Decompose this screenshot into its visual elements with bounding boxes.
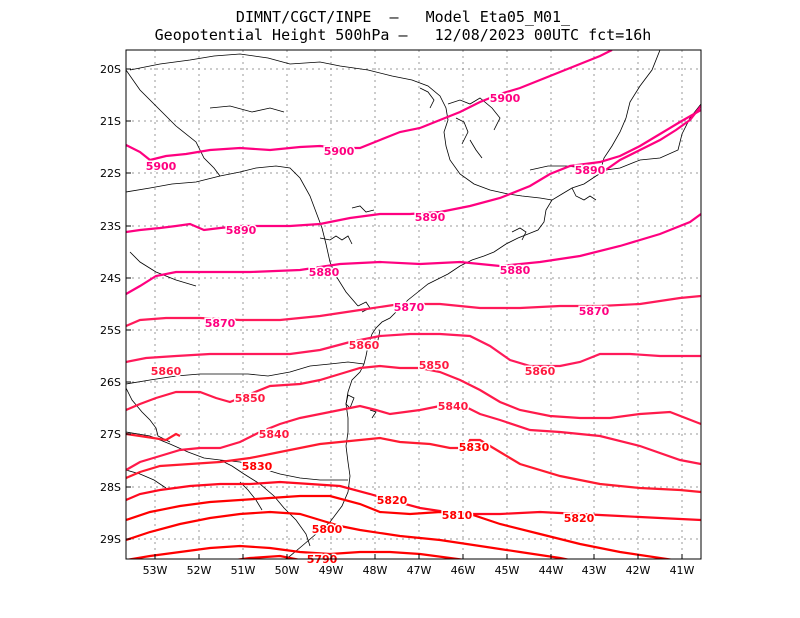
- graticule: [126, 50, 701, 559]
- contour-label-5870: 5870: [394, 301, 425, 314]
- contour-label-5830: 5830: [242, 460, 273, 473]
- border-argentina: [126, 387, 171, 443]
- lon-label: 53W: [143, 564, 168, 577]
- contour-label-5900: 5900: [146, 160, 177, 173]
- coastline: [284, 103, 701, 559]
- lat-label: 22S: [100, 167, 121, 180]
- border-ms: [126, 69, 221, 177]
- contour-label-5860: 5860: [525, 365, 556, 378]
- contour-label-5870: 5870: [205, 317, 236, 330]
- map-frame: [125, 49, 702, 560]
- lat-label: 23S: [100, 220, 121, 233]
- lat-label: 29S: [100, 533, 121, 546]
- contour-5830-b: [126, 432, 181, 442]
- contour-lines: [126, 50, 701, 559]
- contour-labels: 5900 5900 5900 5890 5890 5890 5880 5880 5870 5870…: [144, 91, 611, 568]
- border-uy: [126, 469, 167, 489]
- lon-label: 41W: [670, 564, 695, 577]
- contour-5810: [126, 494, 675, 559]
- lon-label: 45W: [495, 564, 520, 577]
- contour-label-5900: 5900: [324, 145, 355, 158]
- contour-label-5850: 5850: [419, 359, 450, 372]
- title-line-2: Geopotential Height 500hPa – 12/08/2023 …: [154, 26, 652, 44]
- contour-5870: [126, 294, 701, 328]
- border-mg-es: [599, 50, 661, 173]
- contour-5790: [126, 544, 466, 559]
- contour-label-5890: 5890: [226, 224, 257, 237]
- contour-label-5880: 5880: [500, 264, 531, 277]
- title-line-1: DIMNT/CGCT/INPE – Model Eta05_M01_: [235, 8, 571, 26]
- contour-label-5840: 5840: [259, 428, 290, 441]
- lon-label: 44W: [539, 564, 564, 577]
- lon-label: 52W: [187, 564, 212, 577]
- lat-label: 26S: [100, 376, 121, 389]
- contour-label-5850: 5850: [235, 392, 266, 405]
- contour-label-5830: 5830: [459, 441, 490, 454]
- lat-label: 24S: [100, 272, 121, 285]
- contour-5900-a: [126, 50, 613, 162]
- contour-label-5840: 5840: [438, 400, 469, 413]
- contour-5780: [234, 554, 301, 559]
- lon-label: 47W: [407, 564, 432, 577]
- lon-label: 43W: [582, 564, 607, 577]
- contour-label-5820: 5820: [377, 494, 408, 507]
- border-pr-sc: [126, 361, 365, 385]
- contour-5800: [126, 510, 571, 559]
- lon-label: 51W: [231, 564, 256, 577]
- border-sc-rs: [126, 431, 348, 481]
- contour-5830: [126, 436, 701, 494]
- border-mg-rj: [529, 165, 597, 171]
- contour-label-5880: 5880: [309, 266, 340, 279]
- contour-label-5800: 5800: [312, 523, 343, 536]
- lat-label: 21S: [100, 115, 121, 128]
- lat-label: 27S: [100, 428, 121, 441]
- contour-label-5890: 5890: [575, 164, 606, 177]
- contour-label-5820: 5820: [564, 512, 595, 525]
- contour-5890: [126, 109, 701, 234]
- contour-label-5810: 5810: [442, 509, 473, 522]
- lon-label: 48W: [363, 564, 388, 577]
- lon-label: 50W: [275, 564, 300, 577]
- contour-5820: [126, 480, 701, 522]
- border-sc-int: [219, 459, 311, 547]
- contour-5850: [126, 364, 701, 426]
- border-paraguay: [129, 251, 197, 287]
- contour-label-5870: 5870: [579, 305, 610, 318]
- lat-label: 20S: [100, 63, 121, 76]
- coastline-and-borders: [126, 50, 701, 559]
- contour-label-5860: 5860: [349, 339, 380, 352]
- lon-label: 42W: [626, 564, 651, 577]
- contour-5880: [126, 213, 701, 295]
- lon-label: 46W: [451, 564, 476, 577]
- contour-label-5890: 5890: [415, 211, 446, 224]
- contour-label-5860: 5860: [151, 365, 182, 378]
- contour-5900-b: [599, 105, 701, 175]
- border-mg-sp: [129, 53, 553, 201]
- contour-5840: [126, 402, 701, 471]
- lon-label: 49W: [319, 564, 344, 577]
- contour-5860: [126, 332, 701, 368]
- lat-label: 25S: [100, 324, 121, 337]
- lat-label: 28S: [100, 481, 121, 494]
- contour-label-5900: 5900: [490, 92, 521, 105]
- border-ms-2: [209, 105, 285, 113]
